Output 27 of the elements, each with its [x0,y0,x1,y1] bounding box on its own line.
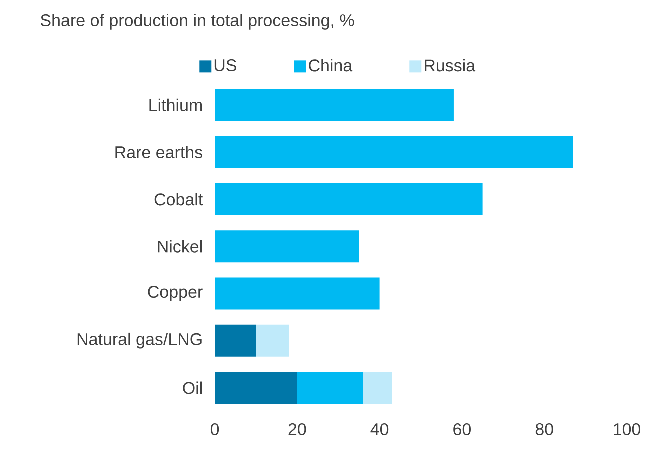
bar [256,324,290,357]
x-tick-label: 100 [614,423,641,436]
legend-label: China [309,59,353,72]
legend-label: Russia [425,59,476,72]
y-tick-label: Lithium [150,98,202,112]
x-tick-label: 80 [536,423,554,436]
y-tick-label: Oil [183,382,202,394]
bar [215,183,483,216]
chart-title: Share of production in total processing, % [40,14,354,30]
legend-label: US [214,59,236,72]
bar [215,89,454,122]
bar [215,324,256,357]
bar [215,230,360,263]
y-tick-label: Nickel [158,240,202,253]
bar [363,372,392,404]
y-tick-label: Natural gas/LNG [78,332,202,349]
y-tick-label: Copper [148,286,203,302]
bar [215,136,574,168]
x-tick-label: 40 [370,423,389,436]
bar [215,278,380,310]
y-tick-label: Cobalt [154,193,203,206]
bar [297,372,364,404]
y-tick-label: Rare earths [116,146,203,159]
x-tick-label: 20 [288,423,306,436]
x-tick-label: 60 [454,423,471,436]
x-tick-label: 0 [210,423,220,436]
bar [215,372,298,404]
